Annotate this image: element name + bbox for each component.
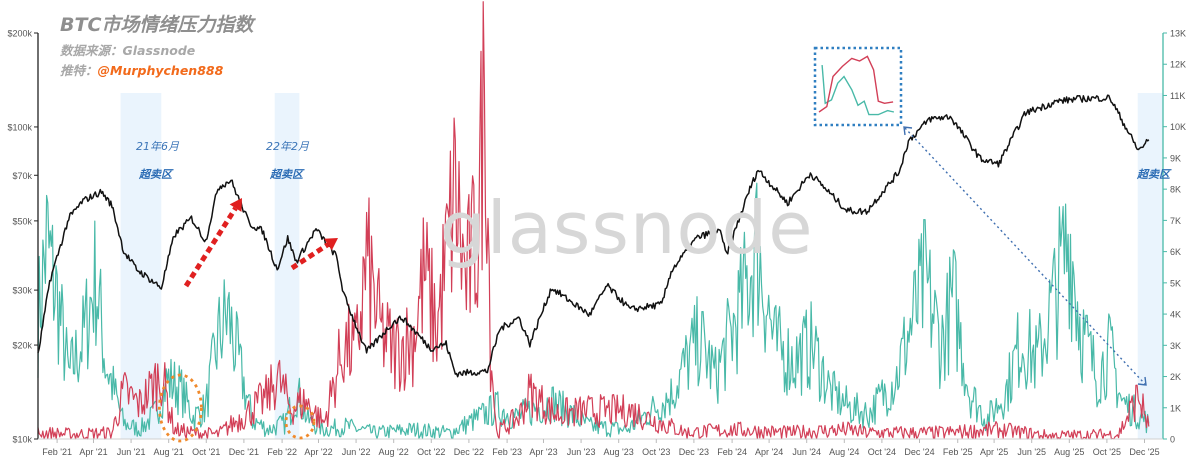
- x-tick-label: Feb '24: [717, 447, 747, 457]
- right-tick-label: 4K: [1170, 310, 1181, 320]
- left-tick-label: $100k: [7, 122, 32, 132]
- x-tick-label: Jun '25: [1017, 447, 1046, 457]
- x-tick-label: Oct '23: [642, 447, 670, 457]
- x-tick-label: Apr '24: [755, 447, 783, 457]
- right-tick-label: 8K: [1170, 185, 1181, 195]
- x-tick-label: Aug '24: [829, 447, 859, 457]
- x-tick-label: Oct '24: [868, 447, 896, 457]
- series-group: [37, 1, 1150, 440]
- left-tick-label: $20k: [12, 341, 32, 351]
- zone1-oversold-label: 超卖区: [139, 168, 172, 181]
- x-tick-label: Aug '21: [154, 447, 184, 457]
- right-tick-label: 3K: [1170, 341, 1181, 351]
- zone2-date-label: 22年2月: [266, 140, 309, 153]
- source-value: Glassnode: [122, 43, 196, 58]
- sell-pressure-line: [37, 1, 1150, 440]
- btc-price-line: [37, 94, 1150, 378]
- twitter-handle: @Murphychen888: [97, 63, 224, 78]
- zone1-date-label: 21年6月: [136, 140, 179, 153]
- x-tick-label: Feb '25: [943, 447, 973, 457]
- connector-head-end: [1137, 376, 1147, 386]
- watermark: glassnode: [440, 186, 814, 270]
- x-tick-label: Jun '24: [792, 447, 821, 457]
- x-tick-label: Feb '22: [267, 447, 297, 457]
- x-tick-label: Feb '21: [42, 447, 72, 457]
- left-tick-label: $30k: [12, 286, 32, 296]
- right-tick-label: 1K: [1170, 403, 1181, 413]
- left-tick-label: $200k: [7, 29, 32, 39]
- zone2-oversold-label: 超卖区: [270, 168, 303, 181]
- left-tick-label: $70k: [12, 171, 32, 181]
- rally-arrow-2-shaft: [290, 242, 330, 271]
- right-tick-label: 7K: [1170, 216, 1181, 226]
- right-tick-label: 12K: [1170, 60, 1186, 70]
- x-tick-label: Feb '23: [492, 447, 522, 457]
- x-tick-label: Apr '21: [79, 447, 107, 457]
- ellipse-highlight-2: [284, 404, 316, 440]
- x-tick-label: Jun '21: [117, 447, 146, 457]
- x-tick-label: Dec '22: [454, 447, 484, 457]
- right-tick-label: 11K: [1170, 91, 1185, 101]
- x-tick-label: Apr '22: [304, 447, 332, 457]
- left-tick-label: $50k: [12, 216, 32, 226]
- x-tick-label: Dec '25: [1129, 447, 1159, 457]
- axes: $10k $20k $30k $50k $70k $100k $200k 0 1K 2K 3K 4K 5…: [7, 29, 1186, 458]
- twitter-line: 推特：@Murphychen888: [60, 60, 223, 79]
- buy-pressure-line: [37, 182, 1150, 440]
- rally-arrow-1-shaft: [183, 206, 238, 288]
- chart-title: BTC市场情绪压力指数: [60, 14, 254, 36]
- ellipse-highlight-1: [157, 373, 203, 443]
- x-tick-label: Oct '22: [417, 447, 445, 457]
- twitter-label: 推特：: [60, 63, 98, 78]
- right-tick-label: 5K: [1170, 278, 1181, 288]
- right-tick-label: 13K: [1170, 29, 1186, 39]
- right-tick-label: 2K: [1170, 372, 1181, 382]
- x-tick-label: Jun '23: [567, 447, 596, 457]
- overlay-annotations: [157, 46, 1147, 443]
- zone3-oversold-label: 超卖区: [1137, 168, 1170, 181]
- oversold-zone-3: [1137, 93, 1163, 439]
- inset-buy-pressure-line: [821, 65, 895, 116]
- x-tick-label: Dec '24: [904, 447, 934, 457]
- connector-head-start: [903, 126, 913, 136]
- x-tick-label: Aug '23: [604, 447, 634, 457]
- rally-arrow-1-head: [229, 198, 242, 212]
- rally-arrow-2-head: [324, 238, 338, 251]
- x-tick-label: Dec '21: [229, 447, 259, 457]
- x-tick-label: Jun '22: [342, 447, 371, 457]
- x-tick-label: Aug '22: [379, 447, 409, 457]
- x-tick-label: Oct '21: [192, 447, 220, 457]
- source-label: 数据来源：: [60, 43, 123, 58]
- x-tick-label: Aug '25: [1054, 447, 1084, 457]
- x-tick-label: Apr '25: [980, 447, 1008, 457]
- right-tick-label: 0: [1170, 435, 1175, 445]
- inset-box: [813, 46, 903, 127]
- right-tick-label: 10K: [1170, 122, 1186, 132]
- x-tick-label: Dec '23: [679, 447, 709, 457]
- x-tick-label: Oct '25: [1093, 447, 1121, 457]
- connector-line: [904, 127, 1146, 385]
- source-line: 数据来源：Glassnode: [60, 40, 195, 59]
- right-tick-label: 9K: [1170, 153, 1181, 163]
- left-tick-label: $10k: [12, 435, 32, 445]
- right-tick-label: 6K: [1170, 247, 1181, 257]
- x-tick-label: Apr '23: [529, 447, 557, 457]
- inset-sell-pressure-line: [818, 55, 894, 113]
